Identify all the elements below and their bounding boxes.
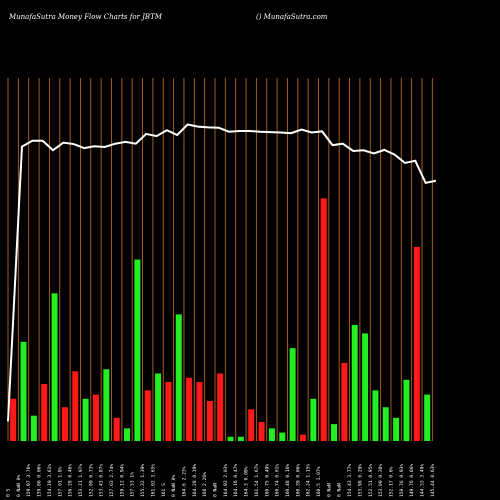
money-flow-bar: [41, 384, 48, 441]
x-tick-label: 153.43 0.87%: [99, 464, 105, 497]
money-flow-bar: [341, 362, 348, 441]
x-tick-label: 0 S: [6, 488, 12, 497]
money-flow-bar: [113, 417, 120, 441]
money-flow-bar: [217, 373, 224, 441]
x-tick-label: 152.17 0.6%: [388, 466, 394, 497]
money-flow-bar: [134, 259, 141, 441]
x-tick-label: 157.63 2.74%: [109, 464, 115, 497]
x-tick-label: 160.75 0.49%: [264, 464, 270, 497]
x-tick-label: 0 NaN: [326, 483, 332, 497]
x-tick-label: 154.19 3.61%: [47, 464, 53, 497]
money-flow-bar: [320, 198, 327, 441]
money-flow-bar: [175, 314, 182, 441]
money-flow-bar: [424, 394, 431, 441]
money-flow-bar: [10, 398, 17, 441]
x-tick-label: 162.24 1.15%: [306, 464, 312, 497]
x-tick-label: 159.97 3.76%: [26, 464, 32, 497]
x-tick-label: 0 NaN 0%: [16, 475, 22, 497]
x-tick-label: 156.28 0.46%: [68, 464, 74, 497]
money-flow-bar: [393, 417, 400, 441]
money-flow-bar: [382, 407, 389, 441]
x-tick-label: 164.6 2.23%: [181, 466, 187, 497]
money-flow-bar: [248, 409, 255, 441]
money-flow-bar: [403, 379, 410, 441]
money-flow-bar: [124, 428, 131, 441]
money-flow-bar: [206, 400, 213, 441]
x-tick-label: 160.48 0.16%: [285, 464, 291, 497]
price-line-group: [7, 123, 437, 422]
money-flow-bar: [310, 398, 317, 441]
x-tick-label: 164.93 2.03%: [223, 464, 229, 497]
money-flow-bar: [351, 324, 358, 441]
x-tick-label: 153.98 0.29%: [357, 464, 363, 497]
money-flow-bar: [196, 381, 203, 441]
x-tick-label: 0 NaN: [337, 483, 343, 497]
x-tick-label: 160.5 1.07%: [316, 466, 322, 497]
money-flow-bar: [331, 424, 338, 441]
x-tick-label: 161.02 3.65%: [150, 464, 156, 497]
x-tick-label: 157.53 1%: [130, 472, 136, 497]
money-flow-bar: [165, 381, 172, 441]
x-tick-label: 161 S: [161, 483, 167, 497]
money-flow-bar: [144, 390, 151, 441]
money-flow-bar: [279, 432, 286, 441]
money-flow-bar: [155, 373, 162, 441]
price-line: [7, 123, 437, 422]
x-tick-label: 152.51 0.95%: [368, 464, 374, 497]
x-tick-label: 154.43 3.77%: [347, 464, 353, 497]
x-tick-label: 164.16 0.47%: [233, 464, 239, 497]
x-tick-label: 160.39 0.06%: [295, 464, 301, 497]
x-tick-label: 157.01 1.8%: [57, 466, 63, 497]
money-flow-bar: [227, 436, 234, 441]
money-flow-bar: [372, 390, 379, 441]
money-flow-bar: [413, 246, 420, 441]
x-tick-label: 150.76 0.93%: [399, 464, 405, 497]
x-tick-label: 0 NaN 0%: [171, 475, 177, 497]
x-tick-label: 153.09 0.38%: [378, 464, 384, 497]
money-flow-bar: [103, 369, 110, 441]
money-flow-bar: [30, 415, 37, 441]
x-tick-label: 144.53 3.49%: [420, 464, 426, 497]
x-tick-label: 159.86 0.06%: [37, 464, 43, 497]
money-flow-bar: [72, 371, 79, 441]
money-flow-bars: [10, 198, 431, 441]
money-flow-bar: [289, 348, 296, 441]
x-tick-label: 159.12 0.94%: [119, 464, 125, 497]
money-flow-bar: [299, 434, 306, 441]
money-flow-bar: [82, 398, 89, 441]
money-flow-bar: [258, 422, 265, 441]
x-tick-label: 168 2.26%: [202, 472, 208, 497]
x-tick-label: 160.74 0.01%: [275, 464, 281, 497]
money-flow-bar: [186, 377, 193, 441]
money-flow-bar: [268, 428, 275, 441]
x-tick-label: 164.3 0.09%: [244, 466, 250, 497]
chart-title: MunafaSutra Money Flow Charts for JBTM: [9, 13, 162, 21]
money-flow-bar: [237, 436, 244, 441]
x-tick-label: 161.54 1.67%: [254, 464, 260, 497]
money-flow-bar: [51, 293, 58, 441]
x-tick-label: 152.09 0.73%: [88, 464, 94, 497]
money-flow-bar: [362, 333, 369, 441]
x-tick-label: 145.44 0.63%: [430, 464, 436, 497]
site-credit: () MunafaSutra.com: [256, 13, 328, 21]
x-tick-label: 149.76 0.66%: [409, 464, 415, 497]
x-tick-label: 164.28 0.19%: [192, 464, 198, 497]
x-tick-label: 0 NaN: [213, 483, 219, 497]
money-flow-bar: [20, 341, 27, 441]
x-tick-label: 155.32 1.39%: [140, 464, 146, 497]
x-tick-label: 153.21 1.97%: [78, 464, 84, 497]
money-flow-bar: [92, 394, 99, 441]
x-tick-labels: 0 S 0 NaN 0% 159.97 3.76% 159.86 0.06% 154.1…: [6, 464, 436, 497]
money-flow-bar: [61, 407, 68, 441]
